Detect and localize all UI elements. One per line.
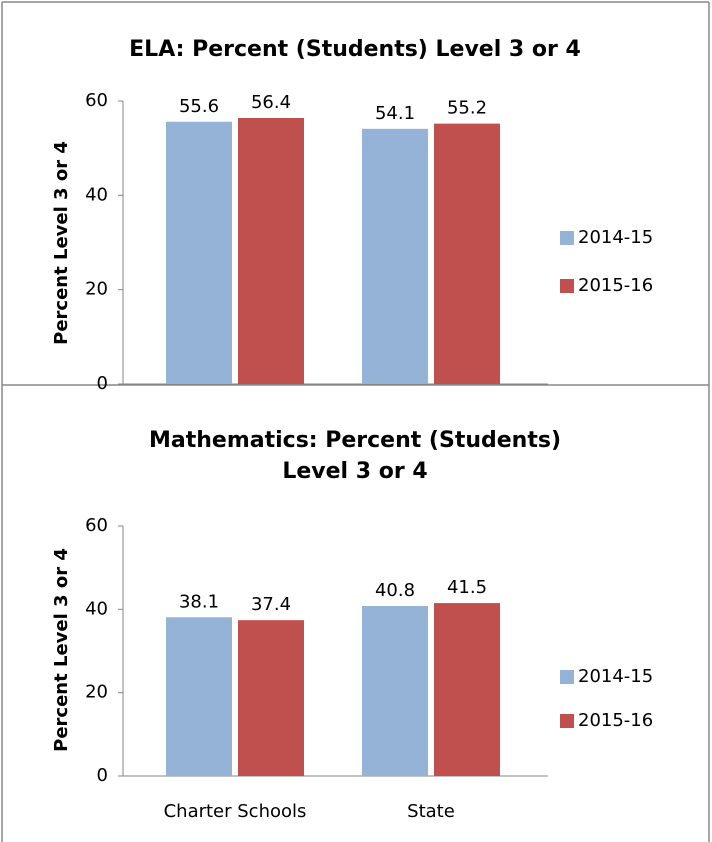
legend-label: 2015-16 xyxy=(578,710,653,731)
legend-label: 2014-15 xyxy=(578,227,653,248)
legend-label: 2015-16 xyxy=(578,275,653,296)
x-tick-label: State xyxy=(407,801,455,822)
legend-swatch xyxy=(560,670,574,684)
chart-title: Mathematics: Percent (Students) Level 3 … xyxy=(148,428,562,484)
data-label: 55.2 xyxy=(447,98,487,119)
y-tick-label: 40 xyxy=(85,184,108,205)
y-tick-label: 20 xyxy=(85,279,108,300)
legend-label: 2014-15 xyxy=(578,666,653,687)
x-tick-label: Charter Schools xyxy=(164,801,307,822)
y-tick-label: 20 xyxy=(85,682,108,703)
data-label: 56.4 xyxy=(251,92,291,113)
data-label: 55.6 xyxy=(179,96,219,117)
y-tick-label: 60 xyxy=(85,515,108,536)
y-tick-label: 0 xyxy=(97,373,108,394)
data-label: 41.5 xyxy=(447,577,487,598)
chart-title: ELA: Percent (Students) Level 3 or 4 xyxy=(129,37,581,62)
y-tick-label: 40 xyxy=(85,598,108,619)
data-label: 40.8 xyxy=(375,580,415,601)
data-label: 54.1 xyxy=(375,103,415,124)
data-label: 38.1 xyxy=(179,591,219,612)
legend-swatch xyxy=(560,714,574,728)
bar xyxy=(166,617,232,776)
legend-swatch xyxy=(560,279,574,293)
y-axis-label: Percent Level 3 or 4 xyxy=(51,548,72,752)
bar xyxy=(238,117,304,384)
y-tick-label: 60 xyxy=(85,90,108,111)
y-tick-label: 0 xyxy=(97,765,108,786)
bar xyxy=(434,123,500,384)
bar xyxy=(238,620,304,776)
bar xyxy=(434,603,500,776)
data-label: 37.4 xyxy=(251,594,291,615)
bar xyxy=(166,121,232,385)
y-axis-label: Percent Level 3 or 4 xyxy=(51,141,72,345)
bar xyxy=(362,606,428,776)
bar xyxy=(362,128,428,384)
legend-swatch xyxy=(560,231,574,245)
